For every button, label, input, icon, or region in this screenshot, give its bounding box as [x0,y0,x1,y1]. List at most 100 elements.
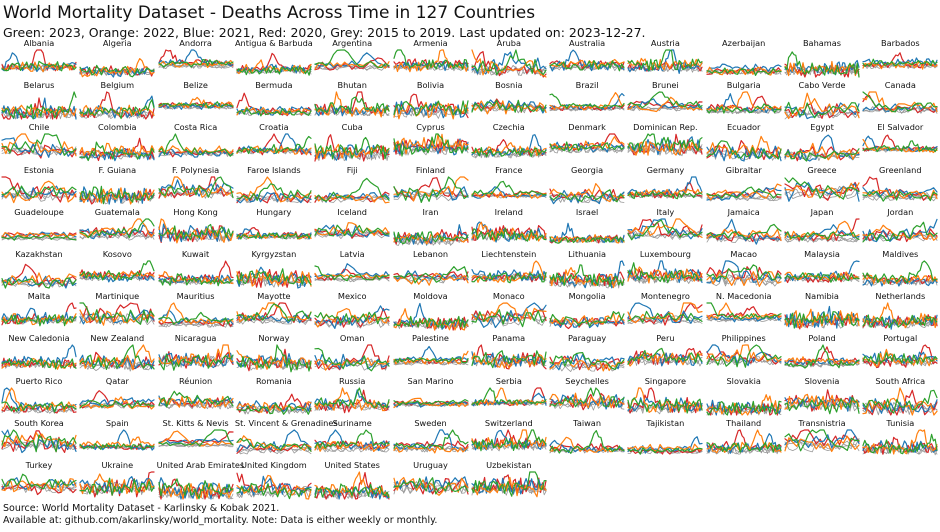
country-sparkline [706,429,782,455]
series-line-2022 [784,60,860,77]
country-sparkline [784,92,860,120]
country-panel: Netherlands [861,291,939,333]
country-panel: Paraguay [548,333,626,375]
series-line-2020 [471,51,547,78]
country-panel: Australia [548,38,626,80]
series-line-2023 [862,140,938,153]
country-sparkline [471,386,547,406]
country-label: Sweden [414,417,447,428]
series-line-2023 [784,311,860,329]
series-line-2023 [471,271,547,284]
series-line-2022 [314,221,390,236]
country-label: New Caledonia [8,333,70,344]
series-line-2023 [314,49,390,68]
country-sparkline [79,260,155,283]
series-line-2021 [627,302,703,324]
country-panel: Latvia [313,249,391,291]
series-line-2022 [1,231,77,238]
series-line-2023 [314,96,390,115]
country-panel: Thailand [705,418,783,460]
country-label: Taiwan [573,417,602,428]
country-label: N. Macedonia [715,291,772,302]
series-line-2023 [392,477,469,495]
country-sparkline [392,429,469,454]
series-line-2022 [784,92,860,120]
country-label: Brunei [652,80,679,91]
series-line-2023 [79,399,155,409]
country-panel: Georgia [548,165,626,207]
country-sparkline [79,218,155,241]
series-line-2023 [236,437,312,452]
country-panel: N. Macedonia [705,291,783,333]
country-sparkline [862,302,938,330]
series-line-2023 [1,314,77,327]
country-panel: Belgium [78,80,156,122]
series-line-2023 [314,177,390,202]
country-sparkline [157,133,234,159]
country-sparkline [392,175,469,203]
series-line-2021 [236,313,312,324]
series-line-2023 [157,223,234,241]
country-sparkline [392,397,469,408]
series-line-2023 [1,277,77,289]
country-panel: Martinique [78,291,156,333]
series-line-2022 [1,61,77,73]
series-line-2023 [627,190,703,199]
country-sparkline [79,91,155,120]
country-sparkline [157,49,234,69]
series-line-2023 [627,310,703,323]
series-line-2021 [157,438,234,444]
country-sparkline [236,133,312,156]
country-label: Cyprus [416,122,445,133]
country-sparkline [1,302,77,327]
series-line-2023 [549,60,625,72]
series-line-baseline [784,187,860,199]
country-sparkline [784,134,860,162]
series-line-baseline [862,191,938,201]
country-sparkline [236,92,312,117]
country-label: Belize [183,80,208,91]
series-line-baseline [862,148,938,153]
series-line-2023 [706,103,782,114]
series-line-2021 [706,218,782,245]
country-label: Israel [575,206,599,217]
series-line-2021 [471,269,547,282]
series-line-2023 [627,133,703,154]
series-line-2021 [157,352,234,369]
series-line-2023 [79,99,155,120]
country-panel: Malta [0,291,78,333]
country-sparkline [79,344,155,372]
series-line-2021 [784,357,860,367]
series-line-2023 [1,429,77,453]
series-line-2023 [157,175,234,198]
series-line-baseline [549,362,625,372]
country-sparkline [392,346,469,366]
series-line-2023 [627,219,703,241]
country-label: Austria [650,38,680,48]
series-line-2023 [157,101,234,109]
series-line-2023 [784,51,860,78]
series-line-2023 [862,352,938,366]
country-sparkline [157,477,234,500]
series-line-2022 [471,190,547,199]
country-sparkline [862,386,938,416]
country-sparkline [157,344,234,372]
country-label: France [495,164,523,175]
series-line-baseline [236,447,312,455]
country-sparkline [157,175,234,199]
country-label: Moldova [413,291,448,302]
series-line-2022 [1,478,77,493]
country-label: Netherlands [875,291,926,302]
country-panel: Mauritius [157,291,235,333]
country-sparkline [862,52,938,70]
country-sparkline [1,344,77,371]
series-line-2022 [157,302,234,325]
series-line-baseline [706,108,782,115]
country-panel: Réunion [157,376,235,418]
series-line-2022 [471,429,547,450]
series-line-2023 [314,137,390,160]
series-line-2023 [549,188,625,202]
country-label: Seychelles [565,375,609,386]
country-label: Croatia [259,122,289,133]
series-line-2022 [314,471,390,498]
